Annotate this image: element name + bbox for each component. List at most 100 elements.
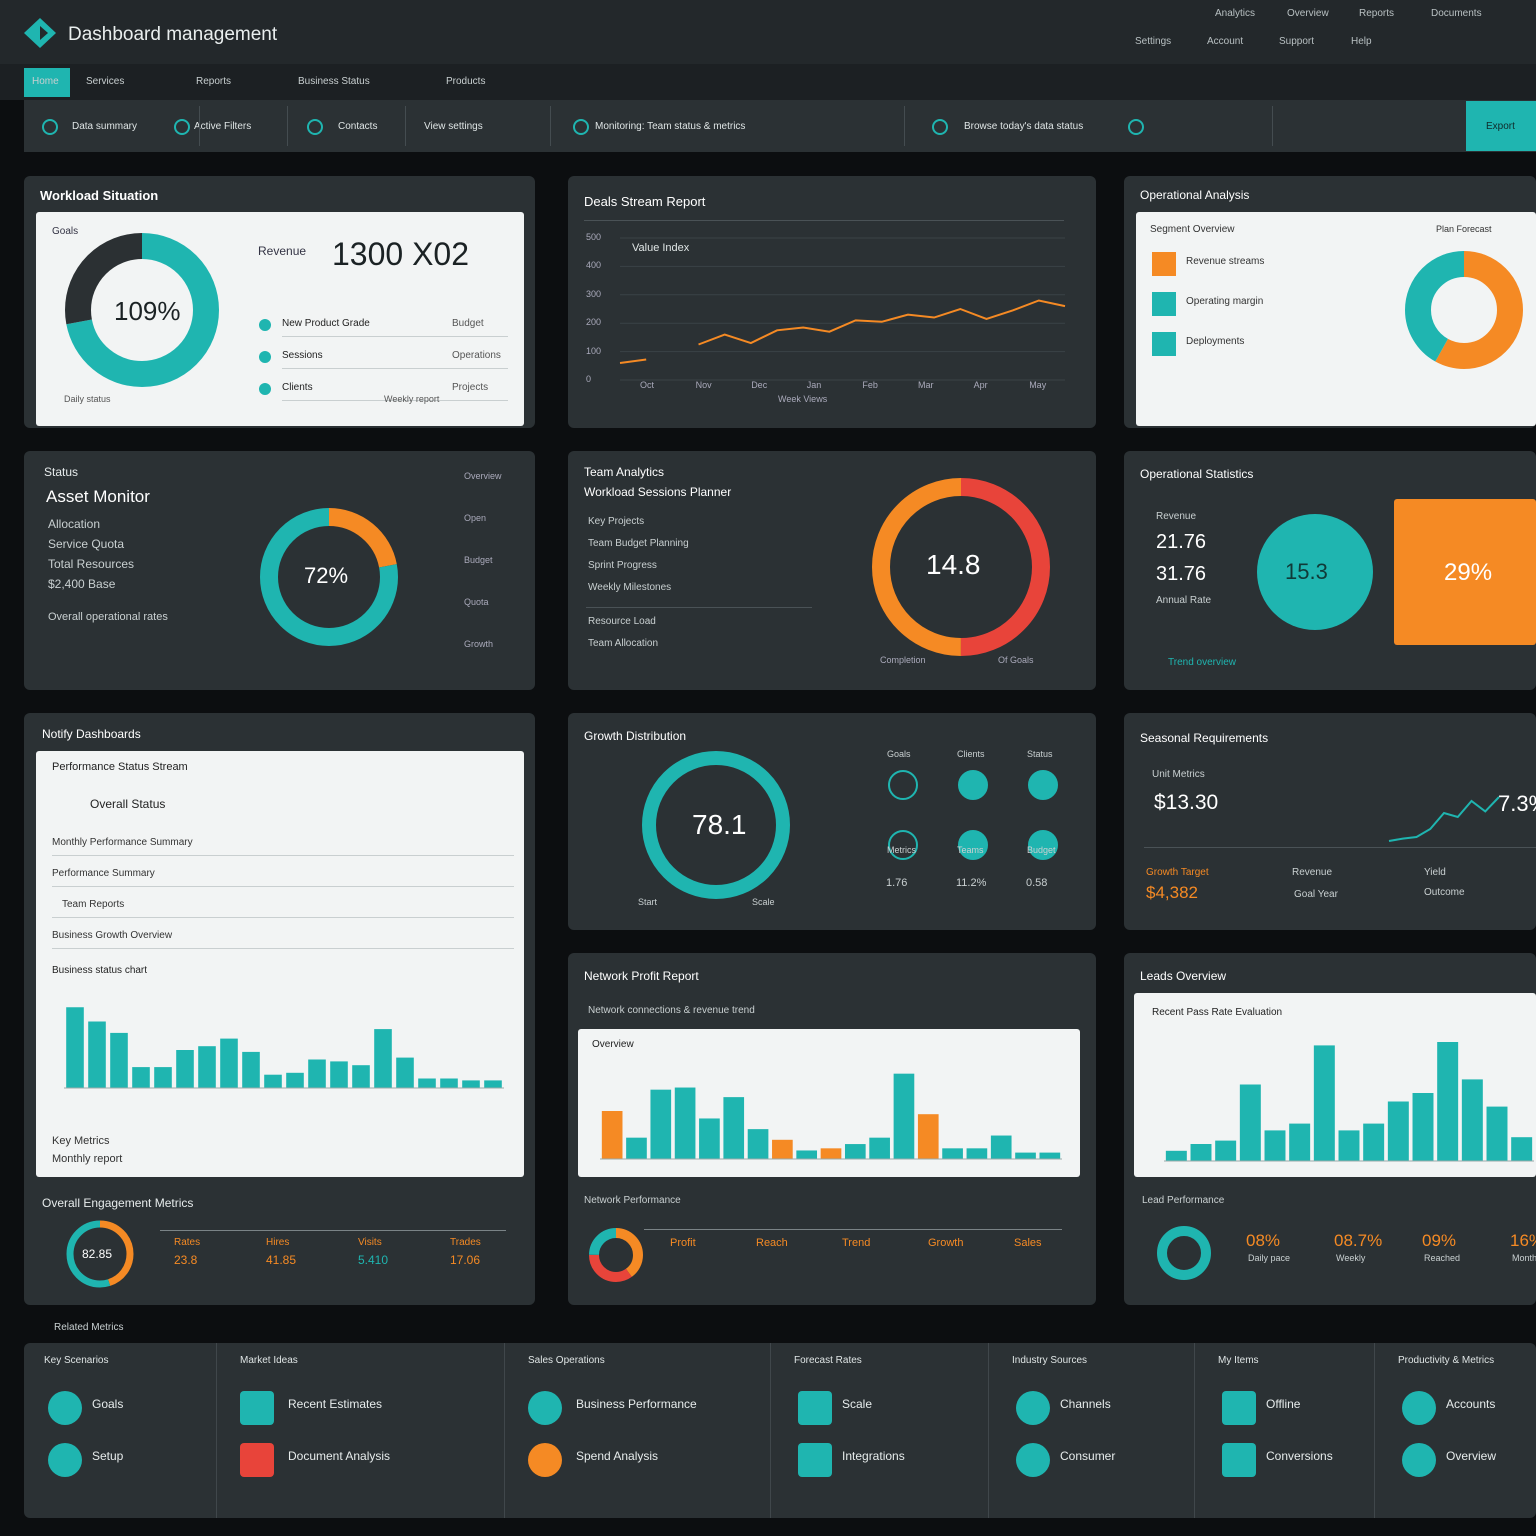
footer-item[interactable]: Spend Analysis [576, 1449, 659, 1463]
line-series [698, 299, 1066, 346]
label: Weekly Milestones [588, 582, 672, 593]
footer-item[interactable]: Document Analysis [288, 1449, 391, 1463]
chart [600, 1073, 1062, 1160]
footer-item[interactable]: Channels [1060, 1397, 1111, 1411]
metric: 1300 X02 [332, 236, 470, 272]
footer-panel: Key Scenarios Goals Setup Market Ideas Recen… [24, 1343, 1536, 1518]
donut-center: 72% [304, 563, 349, 588]
bar [990, 1135, 1012, 1159]
header-link[interactable]: Analytics [1215, 8, 1256, 19]
footer-item[interactable]: Accounts [1446, 1397, 1496, 1411]
label: Revenue [1156, 511, 1197, 522]
footer-item[interactable]: Overview [1446, 1449, 1497, 1463]
chart [64, 1007, 504, 1089]
row-line [282, 368, 508, 369]
toolbar-item[interactable]: View settings [424, 121, 483, 132]
nav-tab[interactable]: Business Status [298, 76, 370, 87]
label: Resource Load [588, 616, 656, 627]
toolbar-item[interactable]: Data summary [72, 121, 138, 132]
donut-center: 109% [114, 296, 181, 326]
chart [66, 1220, 134, 1288]
chart [958, 830, 988, 860]
icon-label[interactable]: Status [1027, 749, 1053, 759]
footer-item[interactable]: Offline [1266, 1397, 1301, 1411]
label: 23.8 [174, 1253, 198, 1267]
chart [259, 319, 271, 331]
divider [550, 106, 551, 146]
footer-item[interactable]: Recent Estimates [288, 1397, 383, 1411]
header-link[interactable]: Overview [1287, 8, 1329, 19]
divider [504, 1343, 505, 1518]
label: Daily status [64, 394, 111, 404]
label: Goals [52, 226, 79, 237]
label: Overview [464, 471, 502, 481]
donut-segment [589, 1228, 643, 1282]
icon-label[interactable]: Metrics [887, 845, 916, 855]
header-link[interactable]: Account [1207, 36, 1244, 47]
label: Recent Pass Rate Evaluation [1152, 1007, 1283, 1018]
footer-item[interactable]: Conversions [1266, 1449, 1333, 1463]
bar [820, 1148, 842, 1159]
header-link[interactable]: Support [1279, 36, 1315, 47]
label: Total Resources [48, 557, 135, 571]
bar [418, 1078, 436, 1088]
toolbar-item[interactable]: Contacts [338, 121, 378, 132]
header-link[interactable]: Settings [1135, 36, 1172, 47]
bar [220, 1038, 238, 1088]
label: Forecast Rates [794, 1355, 862, 1366]
nav-tab[interactable]: Reports [196, 76, 232, 87]
footer-icon [1402, 1443, 1436, 1477]
header-link[interactable]: Help [1351, 36, 1372, 47]
footer-item[interactable]: Consumer [1060, 1449, 1116, 1463]
footer-item[interactable]: Integrations [842, 1449, 905, 1463]
icon [958, 830, 988, 860]
panel-title: Operational Statistics [1140, 467, 1254, 481]
legend: Value Index [632, 242, 690, 254]
bar [601, 1111, 623, 1159]
nav-tab[interactable]: Services [86, 76, 125, 87]
panel: Operational Analysis Segment Overview Reve… [1124, 176, 1536, 428]
header-link[interactable]: Reports [1359, 8, 1395, 19]
label: Overall Engagement Metrics [42, 1196, 194, 1210]
nav-tab[interactable]: Home [32, 76, 59, 87]
footer-item[interactable]: Goals [92, 1397, 124, 1411]
bar [1437, 1042, 1459, 1161]
icon-label[interactable]: Goals [887, 749, 911, 759]
header-link[interactable]: Documents [1431, 8, 1482, 19]
card [1136, 212, 1536, 426]
icon [42, 119, 58, 135]
divider [287, 106, 288, 146]
footer-item[interactable]: Scale [842, 1397, 873, 1411]
icon [174, 119, 190, 135]
footer-item[interactable]: Business Performance [576, 1397, 697, 1411]
toolbar-item[interactable]: Export [1486, 121, 1515, 132]
rule [644, 1229, 1062, 1230]
icon-label[interactable]: Teams [957, 845, 984, 855]
y-tick-label: 500 [586, 232, 602, 242]
bar [462, 1080, 480, 1088]
donut-segment [589, 1228, 643, 1282]
footer-icon [48, 1391, 82, 1425]
label: Performance Status Stream [52, 761, 188, 773]
label: Plan Forecast [1436, 224, 1492, 234]
icon-label[interactable]: Budget [1027, 845, 1056, 855]
toolbar-item[interactable]: Active Filters [194, 121, 252, 132]
label: Growth [464, 639, 494, 649]
bar [88, 1021, 106, 1088]
nav-tab[interactable]: Products [446, 76, 486, 87]
footer-item[interactable]: Setup [92, 1449, 124, 1463]
icon-label[interactable]: Clients [957, 749, 985, 759]
label: Trades [450, 1237, 481, 1248]
panel: Seasonal Requirements Unit Metrics $13.30 7… [1124, 713, 1536, 930]
toolbar-item[interactable]: Monitoring: Team status & metrics [595, 121, 746, 132]
label: Team Reports [62, 899, 125, 910]
label: Trend overview [1168, 657, 1236, 668]
label: Business Growth Overview [52, 930, 173, 941]
x-tick-label: Feb [862, 380, 878, 390]
bar [626, 1137, 647, 1159]
toolbar-item[interactable]: Browse today's data status [964, 121, 1084, 132]
label: Revenue [258, 244, 307, 258]
label: Budget [464, 555, 493, 565]
label: Visits [358, 1237, 382, 1248]
